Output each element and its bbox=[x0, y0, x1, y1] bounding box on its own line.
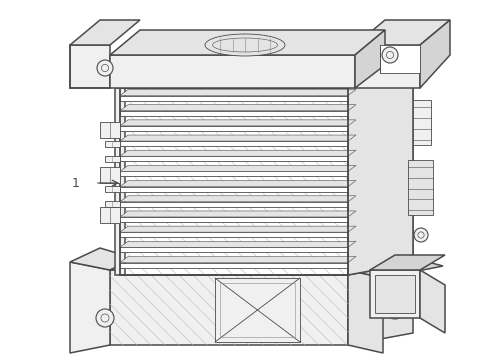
Polygon shape bbox=[105, 171, 120, 177]
Polygon shape bbox=[120, 141, 348, 146]
Polygon shape bbox=[408, 160, 433, 215]
Polygon shape bbox=[120, 232, 348, 237]
Polygon shape bbox=[370, 255, 445, 270]
Polygon shape bbox=[70, 45, 110, 88]
Polygon shape bbox=[105, 140, 120, 147]
Polygon shape bbox=[100, 167, 120, 183]
Polygon shape bbox=[370, 270, 420, 318]
Polygon shape bbox=[120, 262, 348, 267]
Polygon shape bbox=[215, 278, 300, 342]
Circle shape bbox=[96, 309, 114, 327]
Polygon shape bbox=[120, 196, 356, 202]
Text: 1: 1 bbox=[72, 176, 80, 189]
Polygon shape bbox=[120, 150, 356, 156]
Polygon shape bbox=[70, 262, 110, 353]
Polygon shape bbox=[120, 165, 356, 171]
Polygon shape bbox=[110, 255, 358, 270]
Polygon shape bbox=[120, 156, 348, 161]
Polygon shape bbox=[100, 207, 120, 223]
Polygon shape bbox=[420, 270, 445, 333]
Polygon shape bbox=[120, 217, 348, 222]
Polygon shape bbox=[120, 211, 356, 217]
Polygon shape bbox=[120, 111, 348, 116]
Circle shape bbox=[386, 301, 404, 319]
Polygon shape bbox=[115, 88, 125, 275]
Polygon shape bbox=[70, 20, 140, 45]
Polygon shape bbox=[110, 30, 385, 55]
Polygon shape bbox=[120, 105, 356, 111]
Polygon shape bbox=[120, 95, 348, 100]
Polygon shape bbox=[105, 125, 120, 131]
Polygon shape bbox=[120, 202, 348, 207]
Polygon shape bbox=[110, 270, 348, 345]
Polygon shape bbox=[420, 20, 450, 88]
Polygon shape bbox=[355, 20, 450, 45]
Polygon shape bbox=[100, 122, 120, 138]
Polygon shape bbox=[120, 226, 356, 232]
Polygon shape bbox=[120, 90, 356, 95]
Polygon shape bbox=[105, 186, 120, 192]
Polygon shape bbox=[120, 135, 356, 141]
Polygon shape bbox=[105, 156, 120, 162]
Polygon shape bbox=[375, 275, 415, 313]
Polygon shape bbox=[105, 216, 120, 222]
Polygon shape bbox=[120, 186, 348, 192]
Polygon shape bbox=[70, 248, 140, 270]
Polygon shape bbox=[355, 45, 420, 88]
Polygon shape bbox=[120, 120, 356, 126]
Polygon shape bbox=[413, 100, 431, 145]
Polygon shape bbox=[120, 181, 356, 186]
Polygon shape bbox=[120, 88, 348, 275]
Polygon shape bbox=[348, 76, 413, 275]
Polygon shape bbox=[120, 247, 348, 252]
Polygon shape bbox=[348, 76, 413, 275]
Polygon shape bbox=[120, 126, 348, 131]
Polygon shape bbox=[355, 30, 385, 88]
Polygon shape bbox=[120, 171, 348, 176]
Polygon shape bbox=[120, 256, 356, 262]
Circle shape bbox=[97, 60, 113, 76]
Circle shape bbox=[382, 47, 398, 63]
Polygon shape bbox=[348, 258, 413, 345]
Polygon shape bbox=[120, 241, 356, 247]
Polygon shape bbox=[348, 258, 443, 278]
Ellipse shape bbox=[205, 34, 285, 56]
Polygon shape bbox=[105, 201, 120, 207]
Polygon shape bbox=[110, 55, 355, 88]
Polygon shape bbox=[348, 270, 383, 353]
Polygon shape bbox=[380, 45, 420, 73]
Circle shape bbox=[414, 228, 428, 242]
